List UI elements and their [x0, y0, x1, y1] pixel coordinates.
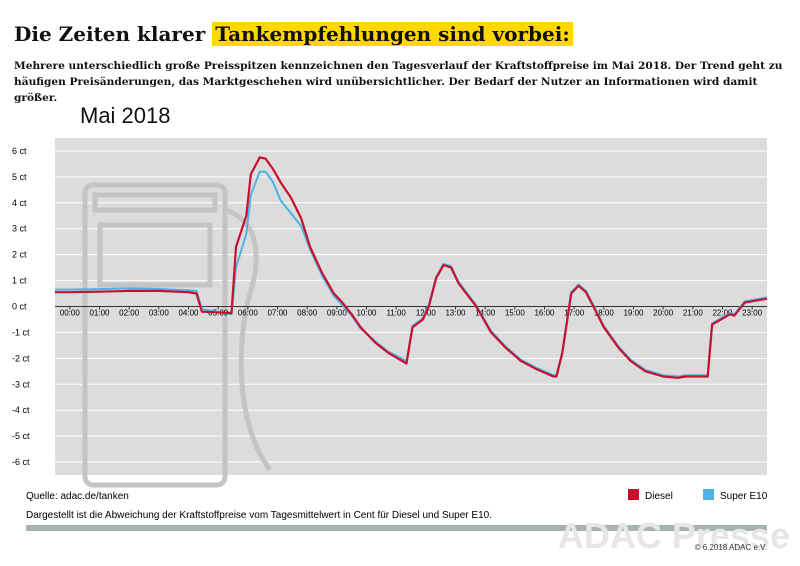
x-tick-label: 10:00 — [356, 309, 377, 318]
x-tick-label: 23:00 — [742, 309, 763, 318]
x-tick-label: 09:00 — [327, 309, 348, 318]
title-highlight: Tankempfehlungen sind vorbei: — [212, 22, 573, 46]
legend-swatch — [703, 489, 714, 500]
y-tick-label: 1 ct — [12, 276, 27, 286]
copyright: © 6.2018 ADAC e.V. — [695, 543, 767, 552]
x-tick-label: 03:00 — [149, 309, 170, 318]
x-tick-label: 13:00 — [445, 309, 466, 318]
x-tick-label: 18:00 — [594, 309, 615, 318]
x-tick-label: 21:00 — [683, 309, 704, 318]
pump-illustration — [82, 182, 273, 488]
subtitle: Mehrere unterschiedlich große Preisspitz… — [14, 60, 783, 104]
x-tick-label: 16:00 — [534, 309, 555, 318]
y-tick-label: -5 ct — [12, 431, 30, 441]
x-tick-label: 01:00 — [89, 309, 110, 318]
legend-swatch — [628, 489, 639, 500]
y-tick-label: 6 ct — [12, 146, 27, 156]
y-tick-label: 0 ct — [12, 302, 27, 312]
legend-label: Diesel — [645, 491, 673, 502]
x-tick-label: 00:00 — [60, 309, 81, 318]
y-tick-label: 4 ct — [12, 198, 27, 208]
y-tick-label: -6 ct — [12, 457, 30, 467]
legend-label: Super E10 — [720, 491, 768, 502]
title-text: Die Zeiten klarer — [14, 22, 213, 46]
source: Quelle: adac.de/tanken — [26, 491, 129, 502]
x-tick-label: 02:00 — [119, 309, 140, 318]
y-tick-label: 3 ct — [12, 224, 27, 234]
x-tick-label: 15:00 — [505, 309, 526, 318]
y-tick-label: -4 ct — [12, 405, 30, 415]
y-tick-label: 5 ct — [12, 172, 27, 182]
x-tick-label: 04:00 — [178, 309, 199, 318]
x-tick-label: 17:00 — [564, 309, 585, 318]
note: Dargestellt ist die Abweichung der Kraft… — [26, 510, 492, 521]
x-tick-label: 20:00 — [653, 309, 674, 318]
x-tick-label: 07:00 — [267, 309, 288, 318]
y-tick-label: -3 ct — [12, 379, 30, 389]
watermark: ADAC Presse — [558, 515, 790, 556]
chart-title: Mai 2018 — [80, 103, 171, 128]
y-tick-label: 2 ct — [12, 250, 27, 260]
x-tick-label: 08:00 — [297, 309, 318, 318]
x-tick-label: 11:00 — [386, 309, 406, 318]
x-tick-label: 06:00 — [238, 309, 259, 318]
y-tick-label: -1 ct — [12, 327, 30, 337]
y-tick-label: -2 ct — [12, 353, 30, 363]
title: Die Zeiten klarer Tankempfehlungen sind … — [14, 22, 573, 46]
footer-bar — [26, 525, 767, 531]
x-tick-label: 14:00 — [475, 309, 496, 318]
x-tick-label: 22:00 — [712, 309, 733, 318]
series-line — [55, 156, 768, 379]
x-tick-label: 19:00 — [623, 309, 644, 318]
